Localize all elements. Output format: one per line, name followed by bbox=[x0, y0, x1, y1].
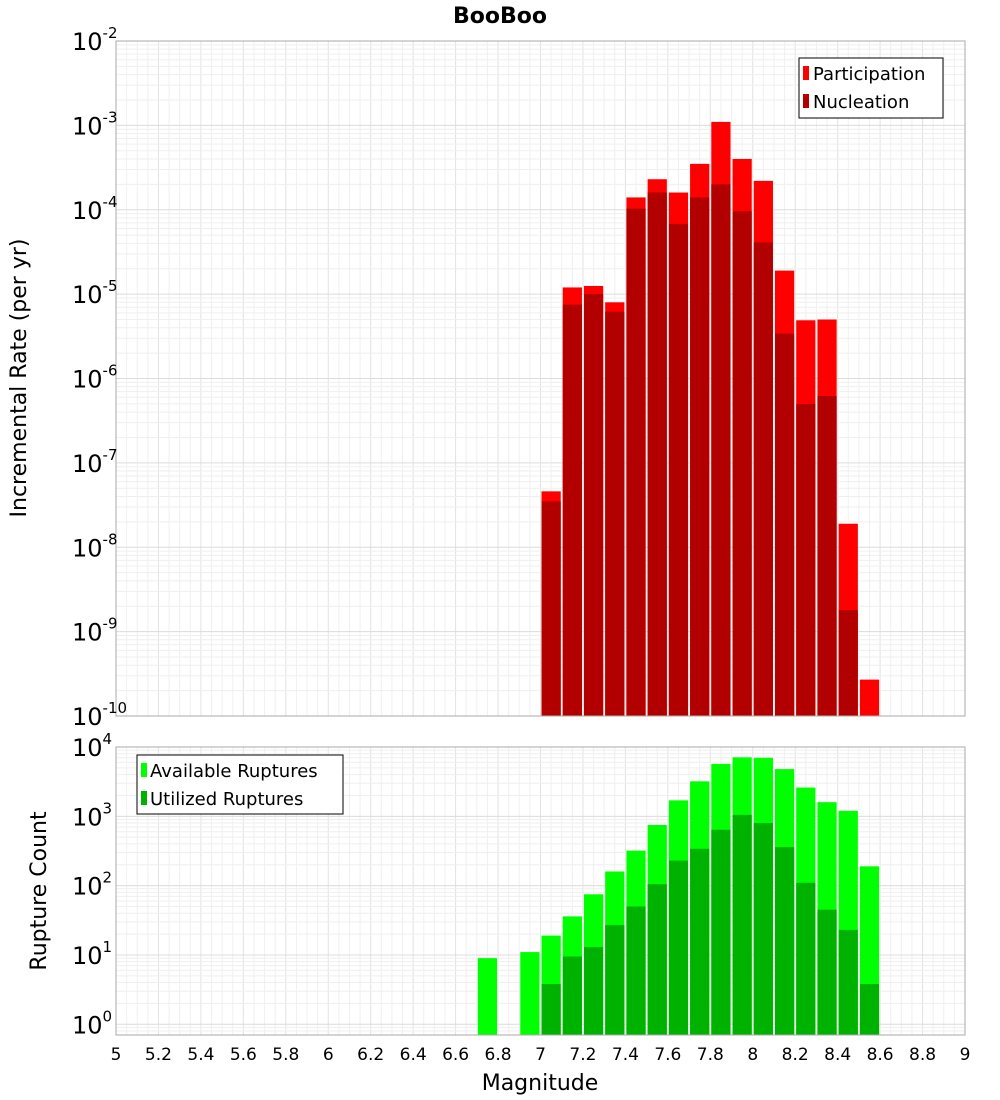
legend-label-available-ruptures: Available Ruptures bbox=[150, 761, 318, 782]
bottom-y-axis-label: Rupture Count bbox=[27, 811, 52, 971]
x-tick-label: 7.2 bbox=[569, 1045, 596, 1065]
y-tick-label-bottom: 104 bbox=[72, 730, 112, 762]
bar-top-s1-5 bbox=[647, 192, 667, 717]
bar-bottom-s1-8 bbox=[647, 884, 667, 1035]
bar-bottom-s1-14 bbox=[774, 847, 795, 1035]
top-y-axis-label: Incremental Rate (per yr) bbox=[7, 239, 32, 518]
top-panel: 10-10 10-9 10-8 10-7 10-6 10-5 10-4 10-3 10-2 In… bbox=[7, 24, 966, 731]
x-tick-label: 6.6 bbox=[442, 1045, 469, 1065]
bar-bottom-s1-16 bbox=[817, 909, 837, 1035]
x-tick-label: 9 bbox=[960, 1045, 971, 1065]
bar-bottom-s1-17 bbox=[838, 929, 858, 1035]
bar-top-s1-3 bbox=[605, 311, 625, 716]
x-tick-label: 6 bbox=[323, 1045, 334, 1065]
bar-top-s1-2 bbox=[583, 294, 604, 716]
x-tick-label: 5 bbox=[111, 1045, 122, 1065]
bar-top-s0-15 bbox=[859, 679, 880, 716]
top-legend: Participation Nucleation bbox=[798, 57, 944, 119]
x-tick-label: 6.4 bbox=[400, 1045, 427, 1065]
x-tick-label: 7 bbox=[535, 1045, 546, 1065]
bottom-bars bbox=[477, 757, 880, 1035]
y-tick-label-top: 10-10 bbox=[72, 699, 127, 731]
top-bars bbox=[541, 121, 880, 717]
bar-top-s1-1 bbox=[562, 304, 582, 716]
x-tick-label: 6.2 bbox=[357, 1045, 384, 1065]
x-tick-label: 7.4 bbox=[612, 1045, 639, 1065]
bar-top-s1-8 bbox=[711, 184, 731, 717]
y-tick-label-top: 10-9 bbox=[72, 615, 118, 647]
bar-bottom-s1-11 bbox=[711, 829, 731, 1035]
y-tick-label-top: 10-8 bbox=[72, 530, 118, 562]
bar-top-s1-11 bbox=[774, 333, 795, 716]
y-tick-label-top: 10-3 bbox=[72, 108, 118, 140]
y-tick-label-bottom: 102 bbox=[72, 869, 112, 901]
x-tick-label: 8.6 bbox=[867, 1045, 894, 1065]
x-tick-label: 8.8 bbox=[909, 1045, 936, 1065]
y-tick-label-top: 10-6 bbox=[72, 362, 118, 394]
bottom-plot-border bbox=[115, 746, 966, 1036]
bar-bottom-s1-4 bbox=[562, 956, 582, 1035]
legend-label-utilized-ruptures: Utilized Ruptures bbox=[150, 789, 303, 810]
bar-bottom-s1-15 bbox=[796, 882, 816, 1035]
bar-bottom-s1-9 bbox=[668, 860, 689, 1035]
y-tick-label-top: 10-5 bbox=[72, 277, 118, 309]
legend-swatch-nucleation bbox=[803, 94, 809, 108]
top-plot-border bbox=[115, 40, 966, 717]
bar-top-s1-7 bbox=[690, 197, 710, 717]
bar-bottom-s1-18 bbox=[859, 984, 880, 1035]
chart-title: BooBoo bbox=[453, 4, 547, 29]
x-tick-label: 7.8 bbox=[697, 1045, 724, 1065]
legend-swatch-utilized-ruptures bbox=[141, 791, 147, 805]
bar-top-s1-9 bbox=[732, 211, 752, 717]
x-tick-label: 8 bbox=[747, 1045, 758, 1065]
x-axis-label: Magnitude bbox=[482, 1071, 599, 1096]
legend-swatch-participation bbox=[803, 66, 809, 80]
x-tick-label: 8.2 bbox=[782, 1045, 809, 1065]
bottom-y-ticks: 100 101 102 103 104 bbox=[72, 730, 112, 1039]
x-tick-label: 5.4 bbox=[187, 1045, 214, 1065]
y-tick-label-bottom: 101 bbox=[72, 938, 112, 970]
bar-bottom-s1-5 bbox=[583, 947, 604, 1035]
x-tick-label: 6.8 bbox=[485, 1045, 512, 1065]
bar-top-s1-10 bbox=[753, 242, 773, 716]
legend-label-participation: Participation bbox=[813, 64, 925, 85]
bar-bottom-s1-6 bbox=[605, 925, 625, 1035]
x-tick-label: 7.6 bbox=[654, 1045, 681, 1065]
x-ticks: 5 5.2 5.4 5.6 5.8 6 6.2 6.4 6.6 6.8 7 7.2 7.4 7.6 7.8 8… bbox=[111, 1045, 971, 1065]
x-tick-label: 8.4 bbox=[824, 1045, 851, 1065]
y-tick-label-bottom: 100 bbox=[72, 1007, 112, 1039]
bar-top-s1-4 bbox=[626, 208, 646, 716]
bar-bottom-s1-13 bbox=[753, 823, 773, 1035]
top-y-ticks: 10-10 10-9 10-8 10-7 10-6 10-5 10-4 10-3 10-2 bbox=[72, 24, 127, 731]
legend-label-nucleation: Nucleation bbox=[813, 92, 909, 113]
y-tick-label-bottom: 103 bbox=[72, 799, 112, 831]
bottom-legend-box bbox=[136, 754, 344, 815]
bar-top-s1-0 bbox=[541, 501, 561, 716]
bar-bottom-s1-7 bbox=[626, 906, 646, 1035]
bar-bottom-s0-2 bbox=[520, 952, 540, 1035]
top-legend-box bbox=[798, 57, 944, 119]
bar-top-s1-12 bbox=[796, 403, 816, 716]
y-tick-label-top: 10-4 bbox=[72, 193, 118, 225]
bar-top-s1-14 bbox=[838, 610, 858, 716]
x-tick-label: 5.2 bbox=[145, 1045, 172, 1065]
bottom-legend: Available Ruptures Utilized Ruptures bbox=[136, 754, 344, 815]
y-tick-label-top: 10-2 bbox=[72, 24, 118, 56]
bar-bottom-s0-0 bbox=[477, 958, 498, 1035]
y-tick-label-top: 10-7 bbox=[72, 446, 118, 478]
top-grid bbox=[116, 41, 965, 716]
legend-swatch-available-ruptures bbox=[141, 763, 147, 777]
bar-bottom-s1-3 bbox=[541, 984, 561, 1035]
x-tick-label: 5.6 bbox=[230, 1045, 257, 1065]
bar-bottom-s1-12 bbox=[732, 814, 752, 1035]
bar-top-s1-6 bbox=[668, 223, 689, 716]
bar-bottom-s1-10 bbox=[690, 848, 710, 1035]
bottom-panel: 100 101 102 103 104 Rupture Count Available … bbox=[27, 730, 966, 1039]
bar-top-s1-13 bbox=[817, 396, 837, 716]
x-tick-label: 5.8 bbox=[272, 1045, 299, 1065]
